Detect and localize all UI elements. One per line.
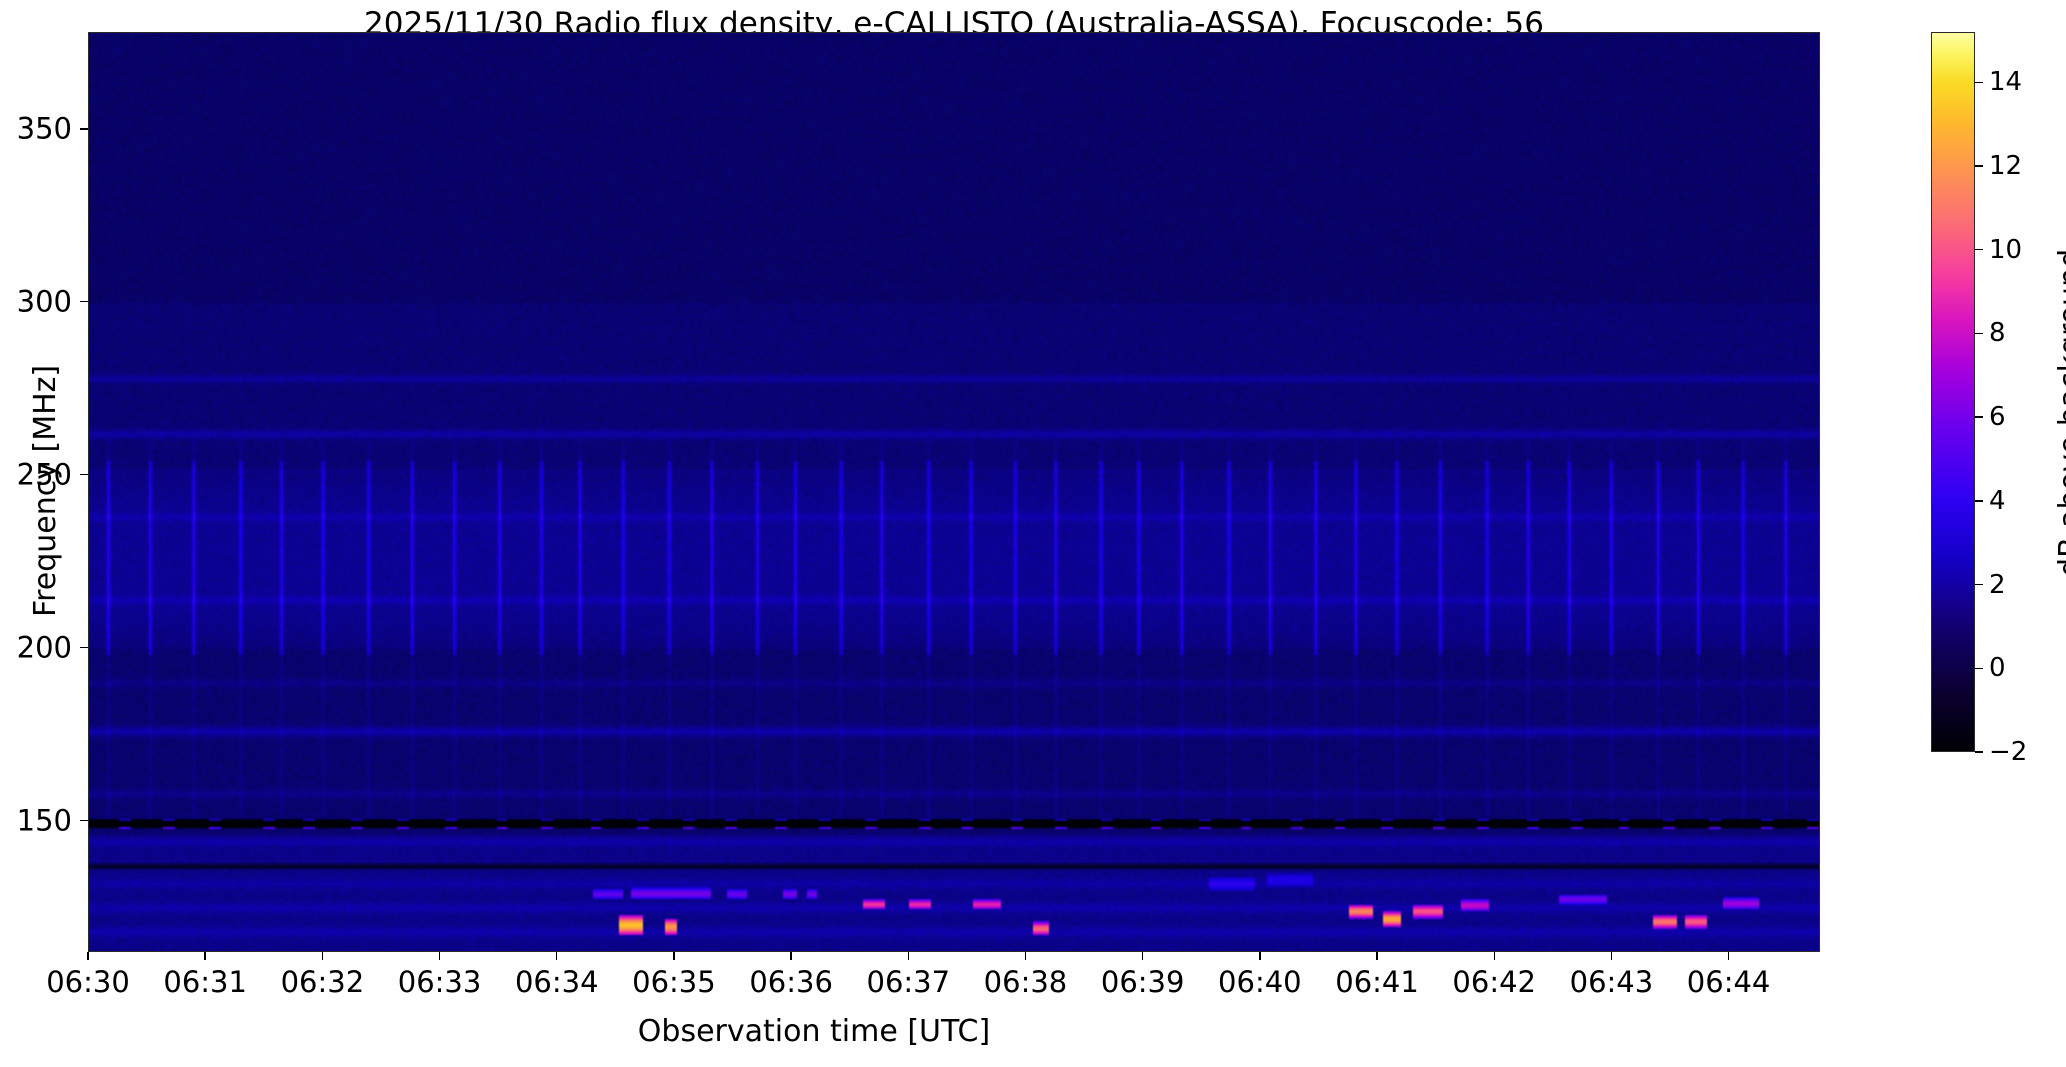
- x-tick-mark: [1493, 952, 1495, 960]
- x-tick-mark: [87, 952, 89, 960]
- colorbar-tick-mark: [1975, 751, 1983, 753]
- y-tick-label: 200: [16, 630, 72, 665]
- x-tick-mark: [790, 952, 792, 960]
- spectrogram-plot: [88, 32, 1820, 952]
- x-tick-mark: [673, 952, 675, 960]
- colorbar-tick-mark: [1975, 667, 1983, 669]
- x-tick-label: 06:35: [632, 965, 716, 999]
- y-tick-mark: [80, 646, 88, 649]
- colorbar-tick-label: 12: [1989, 150, 2023, 181]
- x-tick-label: 06:39: [1100, 965, 1185, 999]
- x-tick-label: 06:36: [749, 965, 833, 999]
- x-tick-label: 06:37: [866, 965, 951, 999]
- colorbar-tick-label: −2: [1989, 737, 2028, 767]
- colorbar-tick-label: 8: [1989, 318, 2006, 349]
- x-tick-label: 06:41: [1335, 965, 1419, 999]
- colorbar-tick-label: 14: [1989, 67, 2023, 98]
- x-tick-label: 06:30: [46, 965, 130, 999]
- x-tick-label: 06:33: [397, 965, 482, 999]
- y-tick-label: 150: [16, 803, 72, 838]
- colorbar-tick-label: 2: [1989, 569, 2006, 600]
- x-tick-mark: [1259, 952, 1261, 960]
- colorbar-tick-mark: [1975, 500, 1983, 502]
- colorbar-tick-mark: [1975, 332, 1983, 335]
- colorbar-tick-label: 6: [1989, 402, 2006, 433]
- colorbar-tick-mark: [1975, 248, 1983, 251]
- x-tick-mark: [1610, 952, 1613, 960]
- x-tick-label: 06:44: [1686, 965, 1771, 999]
- colorbar-tick-mark: [1975, 81, 1983, 83]
- x-tick-label: 06:40: [1218, 965, 1302, 999]
- x-tick-label: 06:32: [280, 965, 365, 999]
- colorbar-tick-label: 0: [1989, 653, 2006, 684]
- y-axis-title: Frequency [MHz]: [28, 364, 63, 617]
- x-tick-mark: [204, 952, 206, 960]
- colorbar-tick-label: 10: [1989, 234, 2023, 265]
- colorbar: [1931, 32, 1975, 752]
- x-tick-mark: [438, 952, 441, 960]
- y-tick-mark: [80, 128, 88, 130]
- x-tick-mark: [321, 952, 324, 960]
- x-tick-mark: [1727, 952, 1730, 960]
- x-axis-title: Observation time [UTC]: [637, 1014, 991, 1049]
- colorbar-tick-mark: [1975, 416, 1983, 418]
- y-tick-label: 300: [16, 284, 72, 319]
- x-tick-mark: [1376, 952, 1378, 960]
- y-tick-mark: [80, 819, 88, 822]
- x-tick-mark: [556, 952, 558, 960]
- y-tick-label: 250: [16, 457, 72, 492]
- colorbar-tick-label: 4: [1989, 485, 2006, 516]
- x-tick-label: 06:38: [983, 965, 1068, 999]
- x-tick-label: 06:43: [1569, 965, 1654, 999]
- x-tick-mark: [1141, 952, 1144, 960]
- y-tick-mark: [80, 301, 88, 303]
- x-tick-label: 06:34: [514, 965, 599, 999]
- x-tick-mark: [1024, 952, 1027, 960]
- x-tick-label: 06:31: [163, 965, 247, 999]
- x-tick-mark: [907, 952, 909, 960]
- colorbar-tick-mark: [1975, 165, 1983, 167]
- y-tick-mark: [80, 474, 88, 476]
- y-tick-label: 350: [16, 111, 72, 146]
- spectrogram-image: [89, 33, 1819, 951]
- colorbar-title: dB above background: [2053, 248, 2066, 577]
- x-tick-label: 06:42: [1452, 965, 1537, 999]
- colorbar-tick-mark: [1975, 583, 1983, 586]
